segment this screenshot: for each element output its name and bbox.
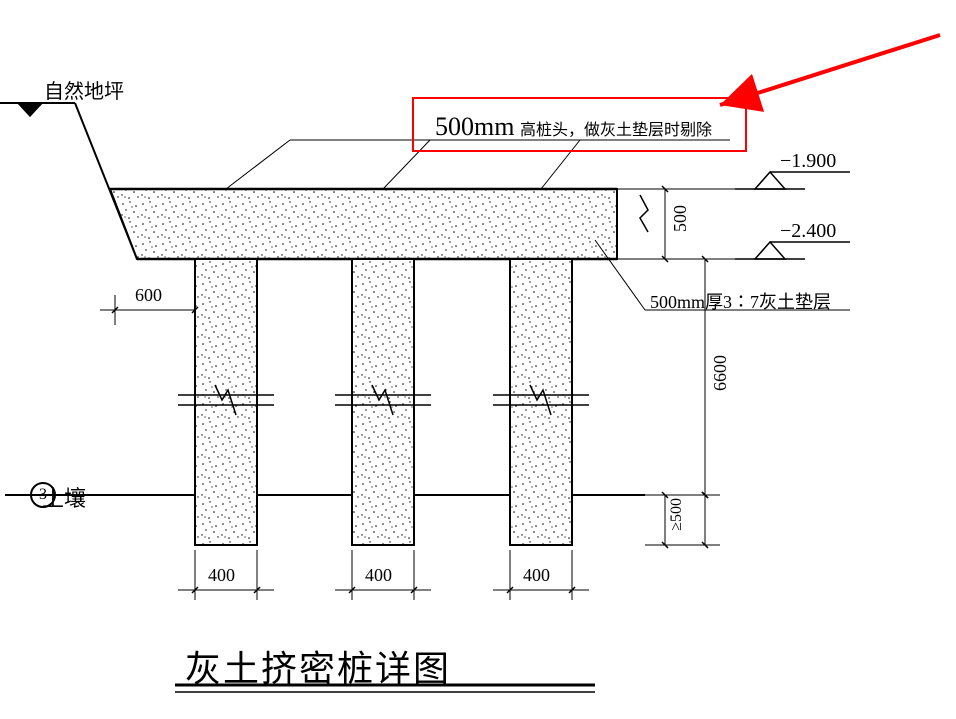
- dim-400-3-label: 400: [523, 565, 550, 586]
- dim-400-1-label: 400: [208, 565, 235, 586]
- dim-600-label: 600: [135, 285, 162, 306]
- ground-surface: [0, 103, 137, 259]
- elev-upper-label: −1.900: [780, 150, 836, 173]
- vdim-6600-label: 6600: [710, 355, 731, 391]
- elev-marker-lower: [735, 242, 850, 259]
- ground-level-marker: [10, 103, 50, 116]
- pile-1: [195, 259, 257, 545]
- soil-label: 土壤: [42, 481, 86, 513]
- elev-lower-label: −2.400: [780, 220, 836, 243]
- bedding-layer-label: 500mm厚3∶7灰土垫层: [650, 288, 831, 314]
- elev-marker-upper: [735, 172, 850, 189]
- red-arrow: [720, 35, 940, 105]
- pile-3: [510, 259, 572, 545]
- dim-400-2-label: 400: [365, 565, 392, 586]
- vdim-500-top-label: 500: [670, 205, 691, 232]
- diagram-title: 灰土挤密桩详图: [185, 640, 451, 692]
- bedding-layer: [110, 189, 617, 259]
- pile-2: [352, 259, 414, 545]
- ground-level-label: 自然地坪: [44, 75, 124, 104]
- vdim-500-bot-label: ≥500: [668, 498, 686, 531]
- red-highlight-box: [412, 97, 747, 152]
